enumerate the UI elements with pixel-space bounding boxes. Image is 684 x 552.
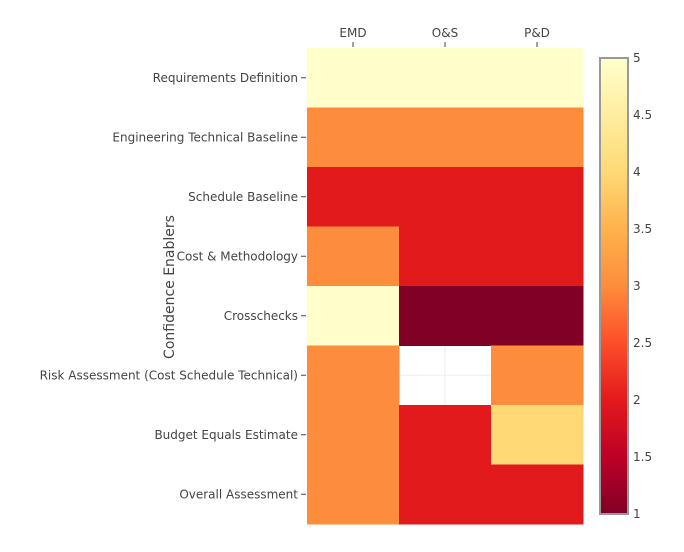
- x-tick-label: P&D: [524, 26, 550, 40]
- colorbar-tick-label: 4.5: [633, 108, 652, 122]
- heatmap-cell: [491, 48, 584, 108]
- heatmap-cell: [307, 464, 400, 525]
- heatmap-cell: [491, 167, 584, 227]
- heatmap-cell: [307, 167, 400, 227]
- heatmap-cell: [399, 48, 492, 108]
- y-tick-label: Engineering Technical Baseline: [112, 130, 298, 144]
- heatmap-cell: [399, 167, 492, 227]
- heatmap-cell: [491, 286, 584, 346]
- heatmap-cell: [399, 464, 492, 525]
- heatmap-cell: [491, 405, 584, 465]
- y-tick-label: Risk Assessment (Cost Schedule Technical…: [40, 368, 298, 382]
- colorbar-tick-label: 5: [633, 51, 641, 65]
- colorbar-tick-label: 4: [633, 165, 641, 179]
- heatmap-cell: [399, 405, 492, 465]
- colorbar: 1 1.5 2 2.5 3 3.5 4 4.5 5: [599, 51, 652, 521]
- colorbar-tick-label: 2.5: [633, 336, 652, 350]
- heatmap-cell: [307, 286, 400, 346]
- colorbar-tick-label: 1: [633, 507, 641, 521]
- colorbar-tick-label: 1.5: [633, 450, 652, 464]
- heatmap-cell: [491, 107, 584, 168]
- heatmap-cell: [307, 345, 400, 406]
- heatmap-cell: [399, 226, 492, 287]
- heatmap-cell: [307, 226, 400, 287]
- heatmap-cell: [307, 48, 400, 108]
- y-tick-label: Budget Equals Estimate: [154, 428, 298, 442]
- heatmap-cell: [491, 345, 584, 406]
- heatmap-cells: [307, 48, 584, 525]
- heatmap-cell: [307, 107, 400, 168]
- colorbar-tick-label: 3.5: [633, 222, 652, 236]
- colorbar-tick-label: 2: [633, 393, 641, 407]
- y-axis-title: Confidence Enablers: [162, 215, 178, 359]
- x-tick-label: O&S: [432, 26, 458, 40]
- x-axis: EMD O&S P&D: [339, 26, 550, 47]
- y-axis: Requirements Definition Engineering Techn…: [40, 71, 306, 501]
- heatmap-cell: [399, 286, 492, 346]
- y-tick-label: Crosschecks: [224, 309, 298, 323]
- colorbar-tick-label: 3: [633, 279, 641, 293]
- heatmap-cell: [399, 107, 492, 168]
- x-tick-label: EMD: [339, 26, 366, 40]
- heatmap-cell: [491, 464, 584, 525]
- colorbar-bar: [599, 57, 629, 515]
- y-tick-label: Cost & Methodology: [177, 249, 298, 263]
- y-tick-label: Requirements Definition: [153, 71, 298, 85]
- y-tick-label: Overall Assessment: [179, 487, 298, 501]
- heatmap-cell: [307, 405, 400, 465]
- y-tick-label: Schedule Baseline: [188, 190, 298, 204]
- heatmap-cell: [491, 226, 584, 287]
